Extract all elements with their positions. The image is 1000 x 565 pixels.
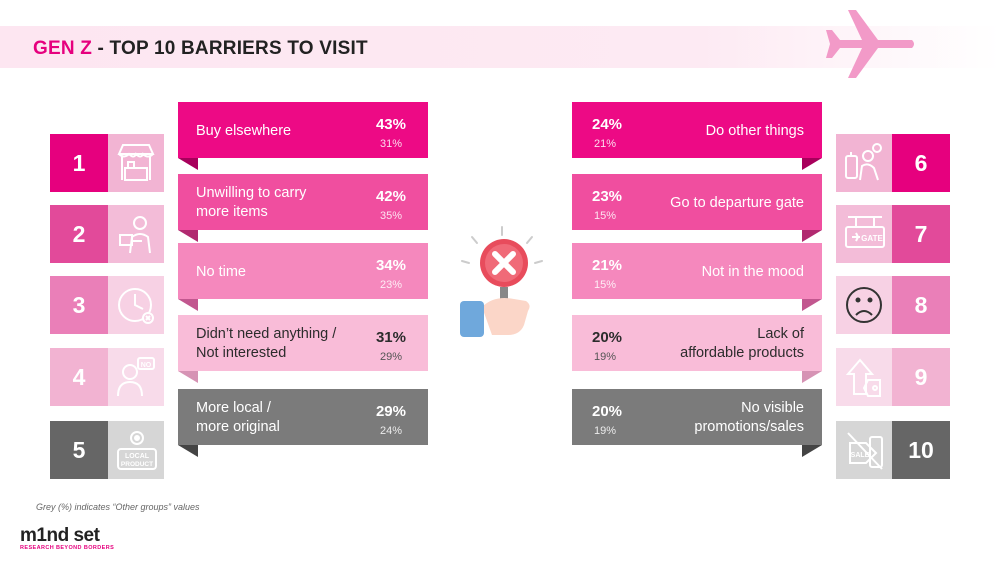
genz-value: 29% [375, 403, 406, 420]
rank-number-10: 10 [892, 421, 950, 479]
other-groups-value: 19% [594, 425, 617, 437]
ribbon-fold [178, 158, 198, 170]
barrier-label-line: Buy elsewhere [196, 123, 292, 139]
other-groups-value: 29% [379, 351, 402, 363]
other-groups-value: 21% [594, 138, 617, 150]
ribbon-fold [178, 299, 198, 311]
ribbon-fold [802, 230, 822, 242]
genz-value: 21% [592, 257, 623, 274]
airplane-icon [826, 10, 914, 78]
genz-value: 20% [592, 403, 623, 420]
rank-number-9: 9 [892, 348, 950, 406]
svg-text:NO: NO [141, 362, 152, 369]
sad-face-icon [836, 276, 892, 334]
person-saying-no-icon: NO [108, 348, 164, 406]
logo-tagline: RESEARCH BEYOND BORDERS [20, 545, 115, 551]
barrier-label: No time [196, 263, 246, 282]
other-groups-value: 15% [594, 279, 617, 291]
person-carrying-boxes-icon [108, 205, 164, 263]
rank-number-5: 5 [50, 421, 108, 479]
ribbon-fold [802, 299, 822, 311]
barrier-label-line: Not in the mood [701, 264, 804, 280]
barrier-label: Buy elsewhere [196, 122, 291, 141]
svg-text:GATE: GATE [861, 234, 883, 243]
ribbon-fold [178, 230, 198, 242]
barrier-band-10: No visible promotions/sales 20% 19% [572, 389, 822, 445]
barrier-band-5: More local / more original 29% 24% [178, 389, 428, 445]
ribbon-fold [802, 371, 822, 383]
ribbon-fold [802, 158, 822, 170]
rank-number-3: 3 [50, 276, 108, 334]
genz-value: 24% [592, 116, 623, 133]
barrier-label: More local / more original [196, 399, 280, 437]
svg-text:SALE: SALE [851, 452, 870, 459]
barrier-label-line: No time [196, 264, 246, 280]
price-tag-up-arrow-icon [836, 348, 892, 406]
barrier-label-line: Not interested [196, 345, 287, 361]
rank-number-2: 2 [50, 205, 108, 263]
local-product-badge-icon: LOCAL PRODUCT [108, 421, 164, 479]
barrier-band-4: Didn’t need anything / Not interested 31% 2… [178, 315, 428, 371]
genz-value: 43% [375, 116, 406, 133]
rank-number-7: 7 [892, 205, 950, 263]
genz-value: 20% [592, 329, 623, 346]
rank-number-8: 8 [892, 276, 950, 334]
barrier-band-3: No time 34% 23% [178, 243, 428, 299]
barrier-band-2: Unwilling to carry more items 42% 35% [178, 174, 428, 230]
shop-stall-icon [108, 134, 164, 192]
other-groups-value: 19% [594, 351, 617, 363]
brand-logo: m1nd set RESEARCH BEYOND BORDERS [20, 525, 114, 551]
barrier-label: Go to departure gate [670, 194, 804, 213]
ribbon-fold [802, 445, 822, 457]
barrier-label: Unwilling to carry more items [196, 184, 306, 222]
genz-value: 23% [592, 188, 623, 205]
genz-value: 42% [375, 188, 406, 205]
svg-text:LOCAL: LOCAL [125, 453, 150, 460]
other-groups-value: 35% [379, 210, 402, 222]
barrier-label-line: promotions/sales [694, 419, 804, 435]
barrier-band-7: Go to departure gate 23% 15% [572, 174, 822, 230]
rank-number-1: 1 [50, 134, 108, 192]
no-sale-tag-icon: SALE [836, 421, 892, 479]
magnifier-cross-icon [460, 226, 543, 337]
barrier-label-line: No visible [741, 400, 804, 416]
barrier-label: Not in the mood [702, 263, 804, 282]
genz-value: 34% [375, 257, 406, 274]
svg-text:PRODUCT: PRODUCT [121, 461, 153, 468]
barrier-band-8: Not in the mood 21% 15% [572, 243, 822, 299]
barrier-label-line: Go to departure gate [670, 195, 804, 211]
other-groups-value: 31% [379, 138, 402, 150]
gate-sign-icon: GATE [836, 205, 892, 263]
barrier-label-line: Unwilling to carry [196, 185, 307, 201]
rank-number-6: 6 [892, 134, 950, 192]
traveler-waiting-icon [836, 134, 892, 192]
barrier-label: Lack of affordable products [680, 325, 804, 363]
barrier-label-line: Lack of [757, 326, 804, 342]
barrier-label: No visible promotions/sales [694, 399, 804, 437]
other-groups-value: 15% [594, 210, 617, 222]
ribbon-fold [178, 371, 198, 383]
barrier-label-line: More local / [196, 400, 271, 416]
footnote: Grey (%) indicates “Other groups” values [36, 502, 200, 512]
clock-icon [108, 276, 164, 334]
title-highlight: GEN Z [33, 38, 93, 59]
barrier-band-9: Lack of affordable products 20% 19% [572, 315, 822, 371]
page-title: GEN Z - TOP 10 BARRIERS TO VISIT [33, 38, 368, 60]
barrier-label-line: more original [196, 419, 280, 435]
title-rest: - TOP 10 BARRIERS TO VISIT [92, 38, 368, 59]
barrier-band-1: Buy elsewhere 43% 31% [178, 102, 428, 158]
ribbon-fold [178, 445, 198, 457]
barrier-label-line: more items [196, 204, 268, 220]
barrier-label-line: Do other things [705, 123, 804, 139]
other-groups-value: 23% [379, 279, 402, 291]
rank-number-4: 4 [50, 348, 108, 406]
logo-word: m1nd set [20, 525, 100, 546]
barrier-band-6: Do other things 24% 21% [572, 102, 822, 158]
other-groups-value: 24% [379, 425, 402, 437]
barrier-label-line: affordable products [680, 345, 804, 361]
barrier-label: Do other things [706, 122, 804, 141]
barrier-label-line: Didn’t need anything / [196, 326, 337, 342]
genz-value: 31% [375, 329, 406, 346]
barrier-label: Didn’t need anything / Not interested [196, 325, 336, 363]
